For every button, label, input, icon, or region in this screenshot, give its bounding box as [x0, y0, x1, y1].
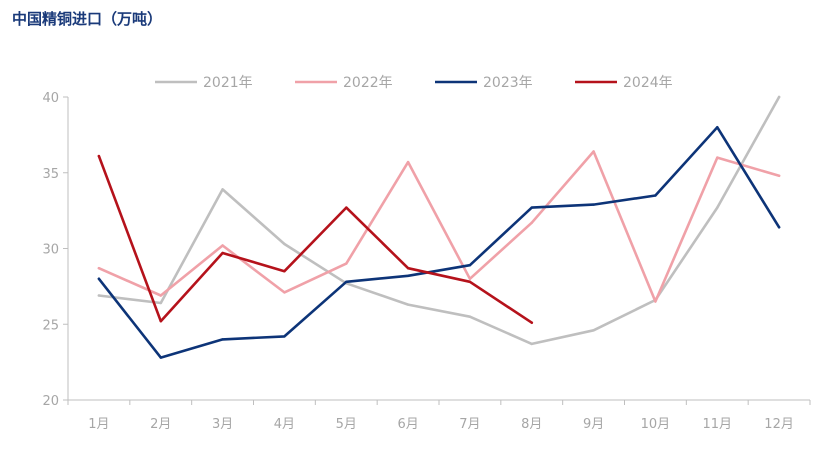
data-point: [159, 320, 162, 323]
data-point: [159, 356, 162, 359]
series-layer: [97, 95, 781, 359]
legend-item: 2023年: [435, 75, 533, 91]
legend-label: 2021年: [203, 75, 253, 91]
series-line-2022年: [97, 150, 781, 303]
series-line-2024年: [97, 154, 534, 325]
data-point: [592, 150, 595, 153]
axes: 20 25 30 35 40 1月 2月 3月 4月 5月 6月 7月 8月 9月 10月 11月 12月: [42, 91, 811, 432]
data-point: [159, 301, 162, 305]
series-line-2023年: [97, 126, 781, 359]
y-tick-label: 35: [42, 167, 59, 182]
data-point: [406, 274, 410, 277]
x-tick-label: 11月: [702, 417, 732, 432]
data-point: [716, 206, 719, 209]
data-point: [97, 294, 101, 297]
data-point: [406, 267, 410, 270]
y-tick-label: 25: [42, 318, 59, 333]
y-tick-label: 30: [42, 243, 59, 258]
x-tick-label: 3月: [212, 417, 233, 432]
legend: 2021年 2022年 2023年 2024年: [155, 75, 673, 91]
data-point: [345, 206, 348, 209]
legend-item: 2021年: [155, 75, 253, 91]
data-point: [777, 95, 781, 99]
data-point: [221, 188, 224, 191]
data-point: [283, 335, 286, 338]
data-point: [283, 270, 286, 273]
data-point: [468, 315, 472, 318]
legend-item: 2024年: [575, 75, 673, 91]
x-tick-label: 4月: [274, 417, 295, 432]
data-point: [406, 303, 410, 306]
legend-label: 2023年: [483, 75, 533, 91]
data-point: [716, 156, 719, 159]
data-point: [468, 280, 472, 283]
data-point: [283, 291, 286, 294]
data-point: [97, 267, 101, 270]
data-point: [777, 174, 781, 177]
data-point: [654, 194, 657, 197]
data-point: [654, 300, 657, 303]
x-tick-label: 6月: [397, 417, 418, 432]
data-point: [283, 242, 286, 246]
data-point: [97, 154, 101, 158]
data-point: [716, 126, 719, 129]
data-point: [777, 226, 781, 229]
y-tick-label: 40: [42, 91, 59, 106]
data-point: [530, 342, 533, 346]
data-point: [221, 251, 224, 255]
data-point: [468, 277, 472, 280]
x-tick-label: 2月: [150, 417, 171, 432]
x-tick-label: 9月: [583, 417, 604, 432]
data-point: [345, 262, 348, 265]
legend-item: 2022年: [295, 75, 393, 91]
data-point: [406, 160, 410, 164]
x-tick-label: 10月: [641, 417, 671, 432]
x-tick-label: 8月: [521, 417, 542, 432]
data-point: [530, 321, 533, 324]
x-tick-label: 5月: [336, 417, 357, 432]
data-point: [530, 221, 533, 224]
x-tick-label: 1月: [88, 417, 109, 432]
legend-label: 2022年: [343, 75, 393, 91]
data-point: [468, 264, 472, 267]
data-point: [159, 294, 162, 297]
series-line-2021年: [97, 95, 781, 346]
x-tick-label: 7月: [459, 417, 480, 432]
data-point: [592, 203, 595, 206]
y-tick-label: 20: [42, 394, 59, 409]
data-point: [221, 338, 224, 341]
x-tick-label: 12月: [764, 417, 794, 432]
data-point: [221, 244, 224, 247]
legend-label: 2024年: [623, 75, 673, 91]
data-point: [97, 277, 101, 280]
data-point: [530, 206, 533, 209]
data-point: [345, 280, 348, 283]
chart-title: 中国精铜进口（万吨）: [12, 10, 163, 28]
data-point: [592, 329, 595, 332]
